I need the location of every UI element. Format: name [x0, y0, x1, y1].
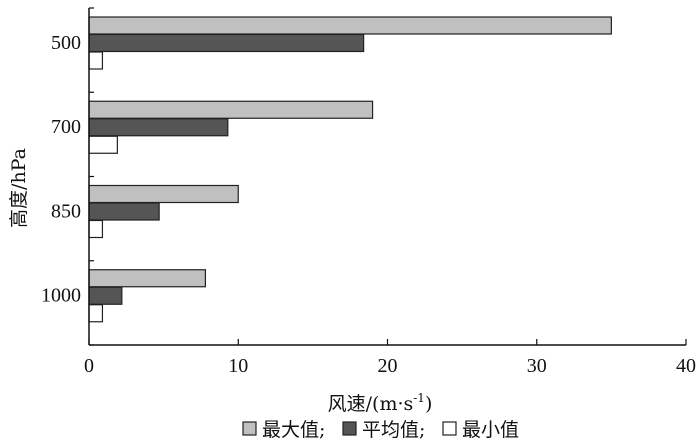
x-axis-title-tail: )	[425, 393, 432, 415]
y-tick-label: 850	[51, 200, 81, 222]
legend-swatch	[442, 421, 457, 436]
x-axis-title: 风速/(m·s-1)	[328, 391, 433, 415]
y-tick-label: 500	[51, 32, 81, 54]
y-tick-label: 1000	[41, 285, 81, 307]
y-axis-title: 高度/hPa	[8, 148, 30, 228]
x-tick-label: 0	[84, 355, 94, 377]
bar-1000-series-0	[88, 269, 207, 288]
x-tick-label: 20	[378, 355, 398, 377]
x-tick-label: 10	[228, 355, 248, 377]
legend-label: 最大值;	[262, 419, 325, 441]
bar-700-series-2	[88, 135, 118, 154]
bar-500-series-1	[88, 33, 365, 53]
legend: 最大值; 平均值; 最小值	[242, 419, 519, 441]
bar-700-series-0	[88, 100, 374, 119]
bar-850-series-0	[88, 184, 239, 204]
x-tick-label: 30	[527, 355, 547, 377]
bar-850-series-1	[88, 202, 160, 221]
legend-swatch	[242, 421, 257, 436]
legend-label: 平均值;	[362, 419, 425, 441]
bar-1000-series-1	[88, 286, 123, 305]
bar-700-series-1	[88, 118, 229, 137]
x-axis-title-main: 风速/(m·s	[328, 393, 414, 415]
axes-layer	[88, 7, 687, 346]
x-tick-label: 40	[676, 355, 696, 377]
bar-850-series-2	[88, 219, 104, 239]
x-axis-title-exponent: -1	[413, 391, 425, 405]
bar-500-series-0	[88, 16, 612, 35]
bar-1000-series-2	[88, 304, 104, 323]
legend-label: 最小值	[462, 419, 519, 441]
legend-swatch	[342, 421, 357, 436]
bars-layer	[88, 16, 612, 323]
labels-layer: 500 700 850 1000 0 10 20 30 40	[41, 32, 696, 377]
bar-500-series-2	[88, 51, 104, 70]
y-tick-label: 700	[51, 116, 81, 138]
